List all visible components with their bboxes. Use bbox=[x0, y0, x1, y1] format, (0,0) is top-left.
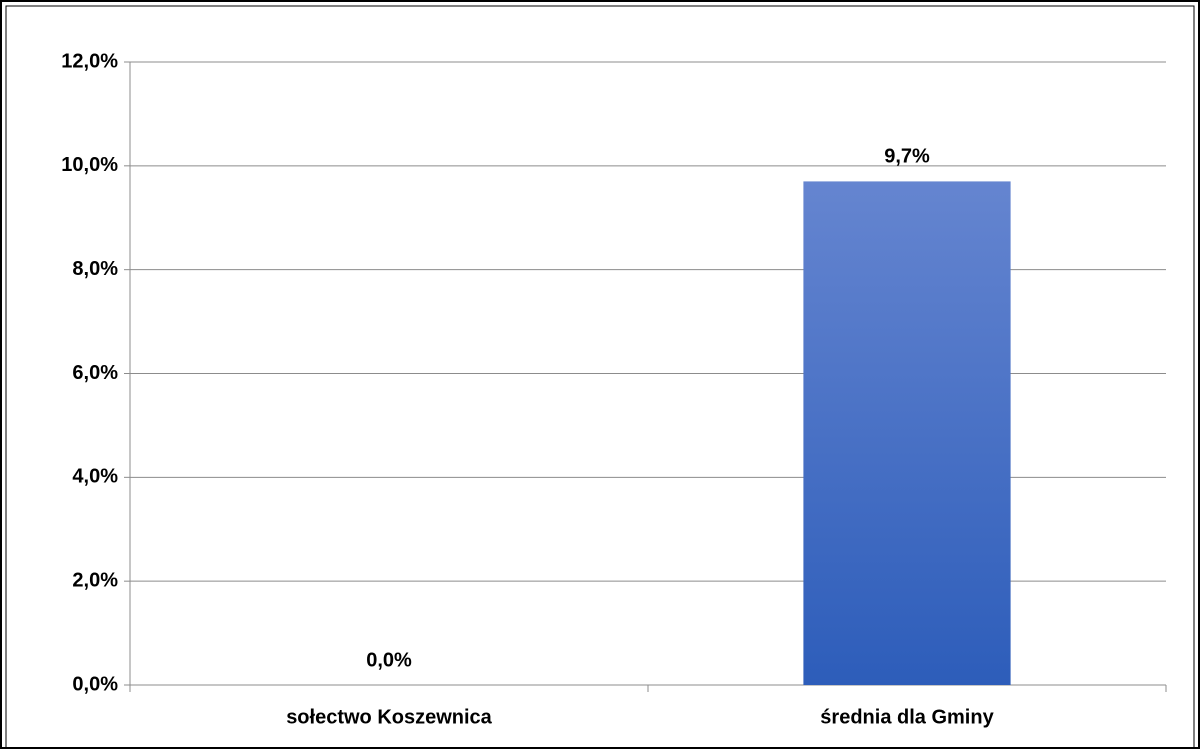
y-tick-label: 4,0% bbox=[72, 466, 118, 488]
y-tick-label: 6,0% bbox=[72, 362, 118, 384]
y-tick-label: 10,0% bbox=[61, 154, 118, 176]
y-tick-label: 12,0% bbox=[61, 50, 118, 72]
bar bbox=[803, 181, 1011, 686]
value-label: 0,0% bbox=[366, 649, 412, 671]
frame-inner bbox=[5, 5, 1195, 749]
value-label: 9,7% bbox=[884, 146, 930, 168]
y-tick-label: 8,0% bbox=[72, 258, 118, 280]
y-tick-label: 2,0% bbox=[72, 569, 118, 591]
y-tick-label: 0,0% bbox=[72, 673, 118, 695]
x-tick-label: sołectwo Koszewnica bbox=[286, 706, 492, 728]
x-tick-label: średnia dla Gminy bbox=[820, 706, 994, 728]
